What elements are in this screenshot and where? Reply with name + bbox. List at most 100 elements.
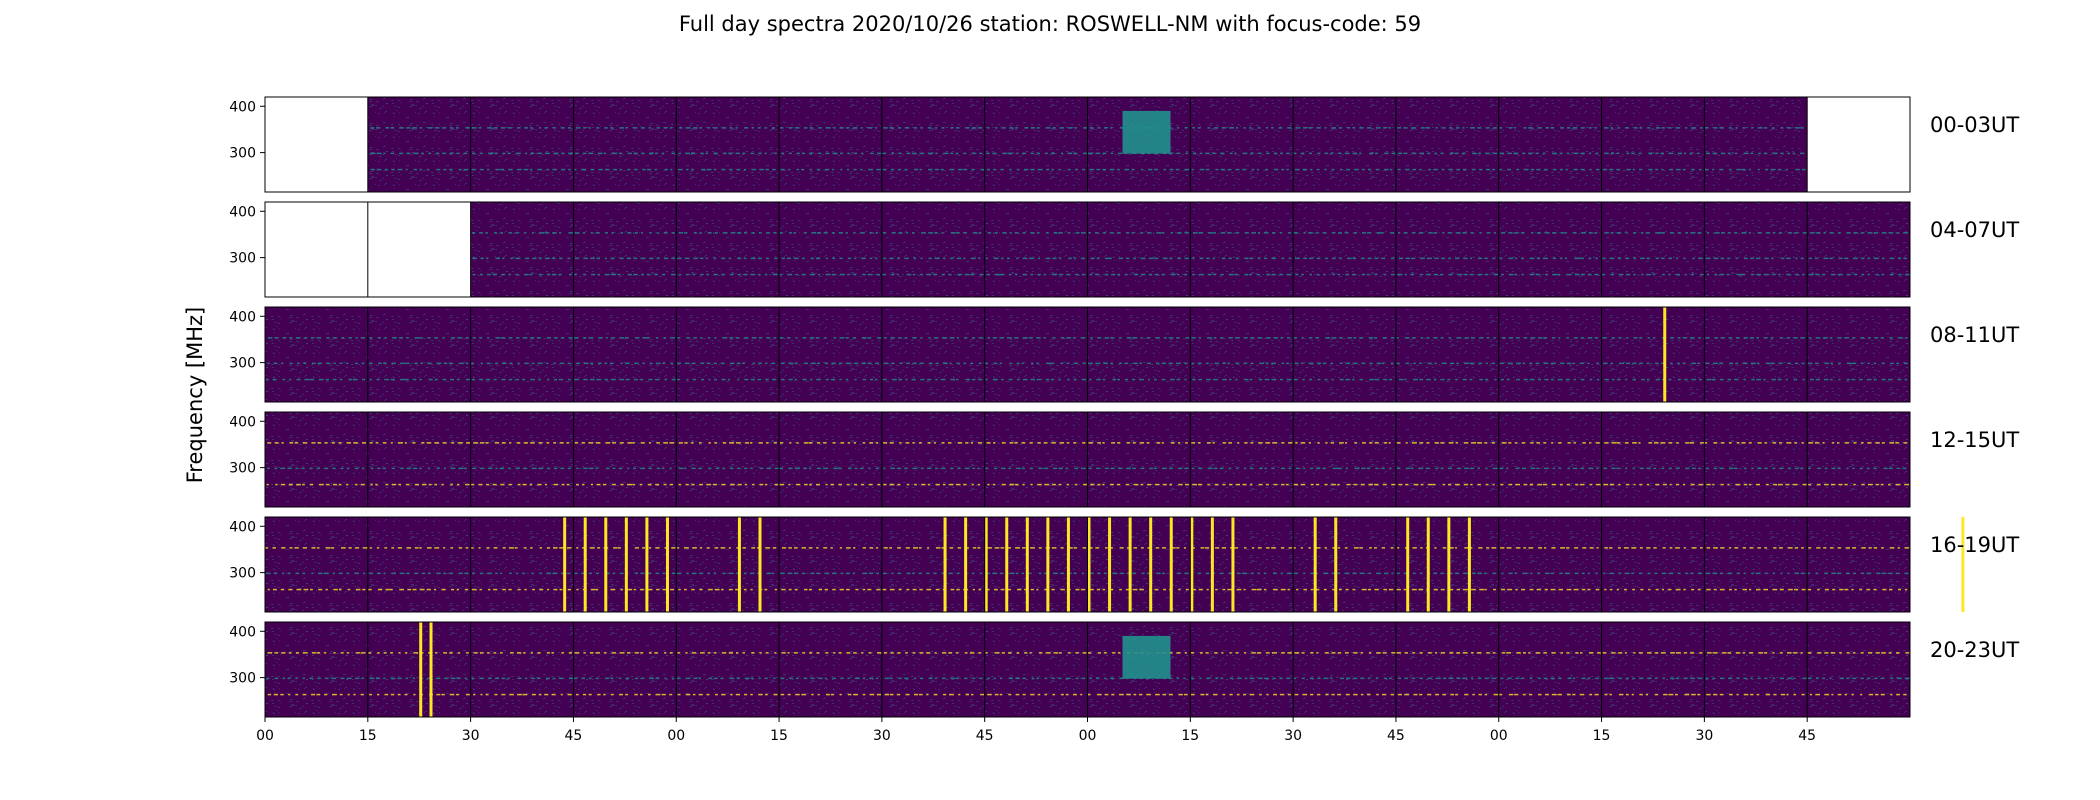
emission-line: [1220, 152, 1225, 155]
emission-line: [750, 693, 753, 696]
emission-line: [1367, 588, 1372, 591]
emission-line: [1281, 652, 1285, 654]
emission-line: [1265, 337, 1271, 339]
emission-line: [435, 652, 438, 654]
emission-line: [472, 337, 476, 339]
emission-line: [1353, 337, 1357, 339]
emission-line: [1778, 273, 1781, 276]
emission-line: [1051, 378, 1055, 381]
emission-line: [1741, 232, 1747, 234]
emission-line: [295, 652, 300, 654]
emission-line: [1124, 273, 1128, 276]
emission-line: [825, 127, 831, 129]
emission-line: [1559, 168, 1563, 171]
emission-line: [772, 547, 777, 549]
spectrum-panel: [1601, 622, 1705, 717]
emission-line: [1602, 168, 1608, 171]
emission-line: [978, 257, 981, 260]
emission-line: [567, 467, 571, 470]
emission-line: [552, 127, 556, 129]
emission-line: [531, 677, 536, 680]
spectrum-panel: [1190, 307, 1294, 402]
emission-line: [1861, 483, 1865, 486]
emission-line: [1904, 588, 1908, 591]
emission-line: [1824, 483, 1829, 486]
emission-line: [1522, 152, 1526, 155]
emission-line: [987, 483, 990, 486]
emission-line: [1537, 378, 1541, 381]
emission-line: [750, 152, 754, 155]
emission-line: [796, 168, 800, 171]
emission-line: [1846, 652, 1850, 654]
emission-line: [950, 677, 955, 680]
spectrum-panel: [1704, 622, 1808, 717]
emission-line: [1359, 152, 1362, 155]
emission-line: [869, 572, 874, 575]
emission-line: [625, 693, 628, 696]
emission-line: [1381, 467, 1385, 470]
emission-line: [1704, 127, 1709, 129]
emission-line: [934, 232, 938, 234]
emission-line: [1105, 547, 1108, 549]
emission-line: [1433, 572, 1438, 575]
y-tick-label: 300: [229, 671, 256, 687]
emission-line: [1184, 652, 1187, 654]
emission-line: [1419, 168, 1422, 171]
emission-line: [780, 572, 785, 575]
emission-line: [1683, 547, 1686, 549]
emission-line: [1285, 362, 1290, 365]
emission-line: [918, 572, 922, 575]
emission-line: [1287, 693, 1291, 696]
emission-line: [1648, 442, 1653, 444]
emission-line: [1530, 232, 1534, 234]
emission-line: [1516, 652, 1521, 654]
emission-line: [1836, 572, 1842, 575]
emission-line: [839, 257, 843, 260]
emission-line: [1340, 677, 1345, 680]
emission-line: [456, 378, 460, 381]
emission-line: [472, 273, 475, 276]
emission-line: [1097, 127, 1101, 129]
emission-line: [1476, 652, 1482, 654]
emission-line: [1198, 483, 1203, 486]
emission-line: [970, 442, 974, 444]
emission-line: [1550, 362, 1556, 365]
emission-line: [1588, 467, 1594, 470]
emission-line: [1433, 273, 1438, 276]
emission-line: [1844, 693, 1847, 696]
emission-line: [1881, 652, 1886, 654]
emission-line: [1743, 572, 1746, 575]
emission-line: [921, 232, 926, 234]
emission-line: [846, 588, 850, 591]
emission-line: [803, 127, 808, 129]
emission-line: [1442, 232, 1445, 234]
emission-line: [1852, 652, 1856, 654]
emission-line: [610, 677, 614, 680]
emission-line: [1281, 168, 1285, 171]
emission-line: [1685, 232, 1689, 234]
emission-line: [576, 467, 579, 470]
emission-line: [1587, 588, 1591, 591]
emission-line: [1808, 442, 1814, 444]
emission-line: [1162, 693, 1167, 696]
emission-line: [992, 572, 998, 575]
emission-line: [914, 483, 917, 486]
emission-line: [876, 273, 880, 276]
emission-line: [802, 337, 807, 339]
emission-line: [957, 442, 963, 444]
emission-line: [1263, 572, 1267, 575]
emission-line: [780, 168, 785, 171]
emission-line: [1508, 337, 1514, 339]
emission-line: [1382, 337, 1387, 339]
burst: [563, 517, 567, 612]
emission-line: [1044, 152, 1048, 155]
emission-line: [935, 547, 941, 549]
emission-line: [1447, 378, 1451, 381]
emission-line: [1689, 442, 1695, 444]
emission-line: [823, 232, 828, 234]
emission-line: [913, 257, 917, 260]
emission-line: [451, 677, 456, 680]
x-tick-label: 45: [1387, 728, 1405, 744]
emission-line: [691, 483, 695, 486]
emission-line: [1190, 677, 1195, 680]
